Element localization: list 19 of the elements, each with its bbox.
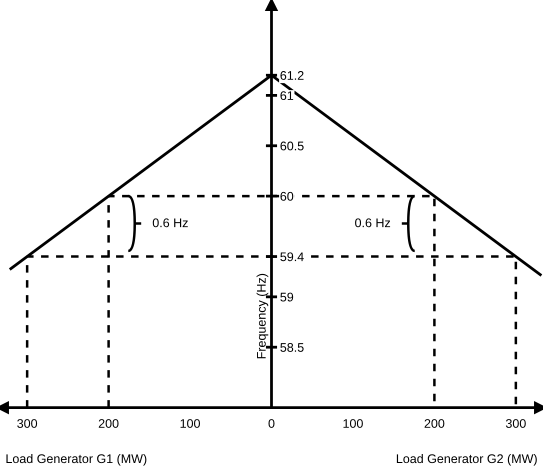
y-axis-title: Frequency (Hz) [256, 274, 268, 358]
annotation: 0.6 Hz [152, 218, 188, 228]
text: Load Generator G2 (MW) [396, 454, 537, 466]
annotation: 0.6 Hz [355, 218, 390, 228]
y-tick-label: 59.4 [280, 252, 304, 262]
x-tick-label: 100 [180, 419, 200, 428]
x-tick-label: 0 [268, 419, 274, 428]
x-tick-label: 100 [343, 419, 363, 428]
x-tick-label: 300 [506, 419, 526, 428]
y-tick-label: 60 [280, 192, 294, 201]
y-tick-label: 58.5 [280, 343, 304, 352]
x-tick-label: 200 [424, 419, 444, 428]
text: Load Generator G1 (MW) [6, 454, 146, 466]
y-tick-label: 60.5 [280, 142, 304, 150]
x-tick-label: 300 [17, 419, 38, 428]
y-tick-label: 61.2 [280, 71, 304, 80]
y-tick-label: 61 [280, 91, 294, 100]
y-tick-label: 59 [280, 292, 294, 302]
x-tick-label: 200 [98, 419, 119, 428]
